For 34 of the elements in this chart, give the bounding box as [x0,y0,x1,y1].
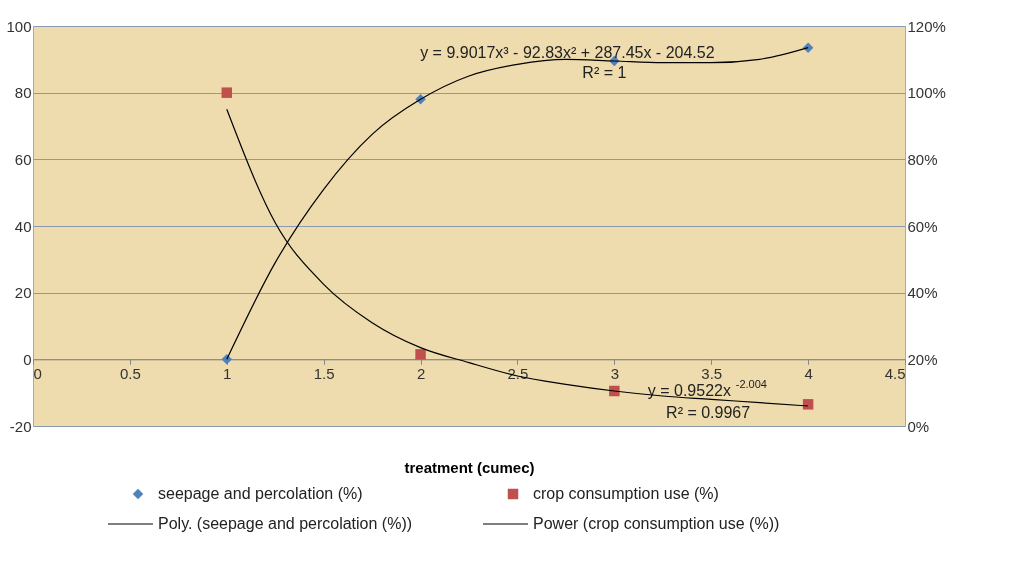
y-tick-label: 100 [6,17,32,35]
legend-label: crop consumption use (%) [533,485,719,502]
y-tick-label: -20 [9,417,32,435]
y2-tick-label: 20% [907,350,938,368]
point [802,399,814,410]
point [221,354,233,365]
y-tick-label: 0 [23,350,32,368]
legend-label: Poly. (seepage and percolation (%)) [158,515,413,532]
y-tick-label: 40 [14,217,32,235]
y-tick-label: 20 [14,284,32,302]
y2-tick-label: 80% [907,150,938,168]
x-tick-label: 3 [610,364,620,382]
legend-label: seepage and percolation (%) [158,485,363,502]
point [415,349,426,360]
point [221,87,233,98]
y2-tick-label: 60% [907,217,938,235]
x-tick-label: 2 [416,364,426,382]
y2-tick-label: 0% [907,417,930,435]
x-tick-label: 4.5 [884,364,906,382]
y-tick-label: 60 [14,150,32,168]
y2-tick-label: 100% [907,84,946,102]
x-tick-label: 1 [223,364,232,382]
annotation: R² = 0.9967 [666,403,751,421]
x-axis-title: treatment (cumec) [404,458,535,476]
y2-tick-label: 120% [907,17,946,35]
x-tick-label: 1.5 [313,364,335,382]
y2-tick-label: 40% [907,284,938,302]
y-tick-label: 80 [14,84,32,102]
x-tick-label: 4 [804,364,813,382]
annotation: R² = 1 [582,63,627,81]
legend-label: Power (crop consumption use (%)) [533,515,780,532]
x-tick-label: 0.5 [119,364,141,382]
annotation: y = 9.9017x³ - 92.83x² + 287.45x - 204.52 [420,43,715,61]
x-tick-label: 3.5 [701,364,723,382]
